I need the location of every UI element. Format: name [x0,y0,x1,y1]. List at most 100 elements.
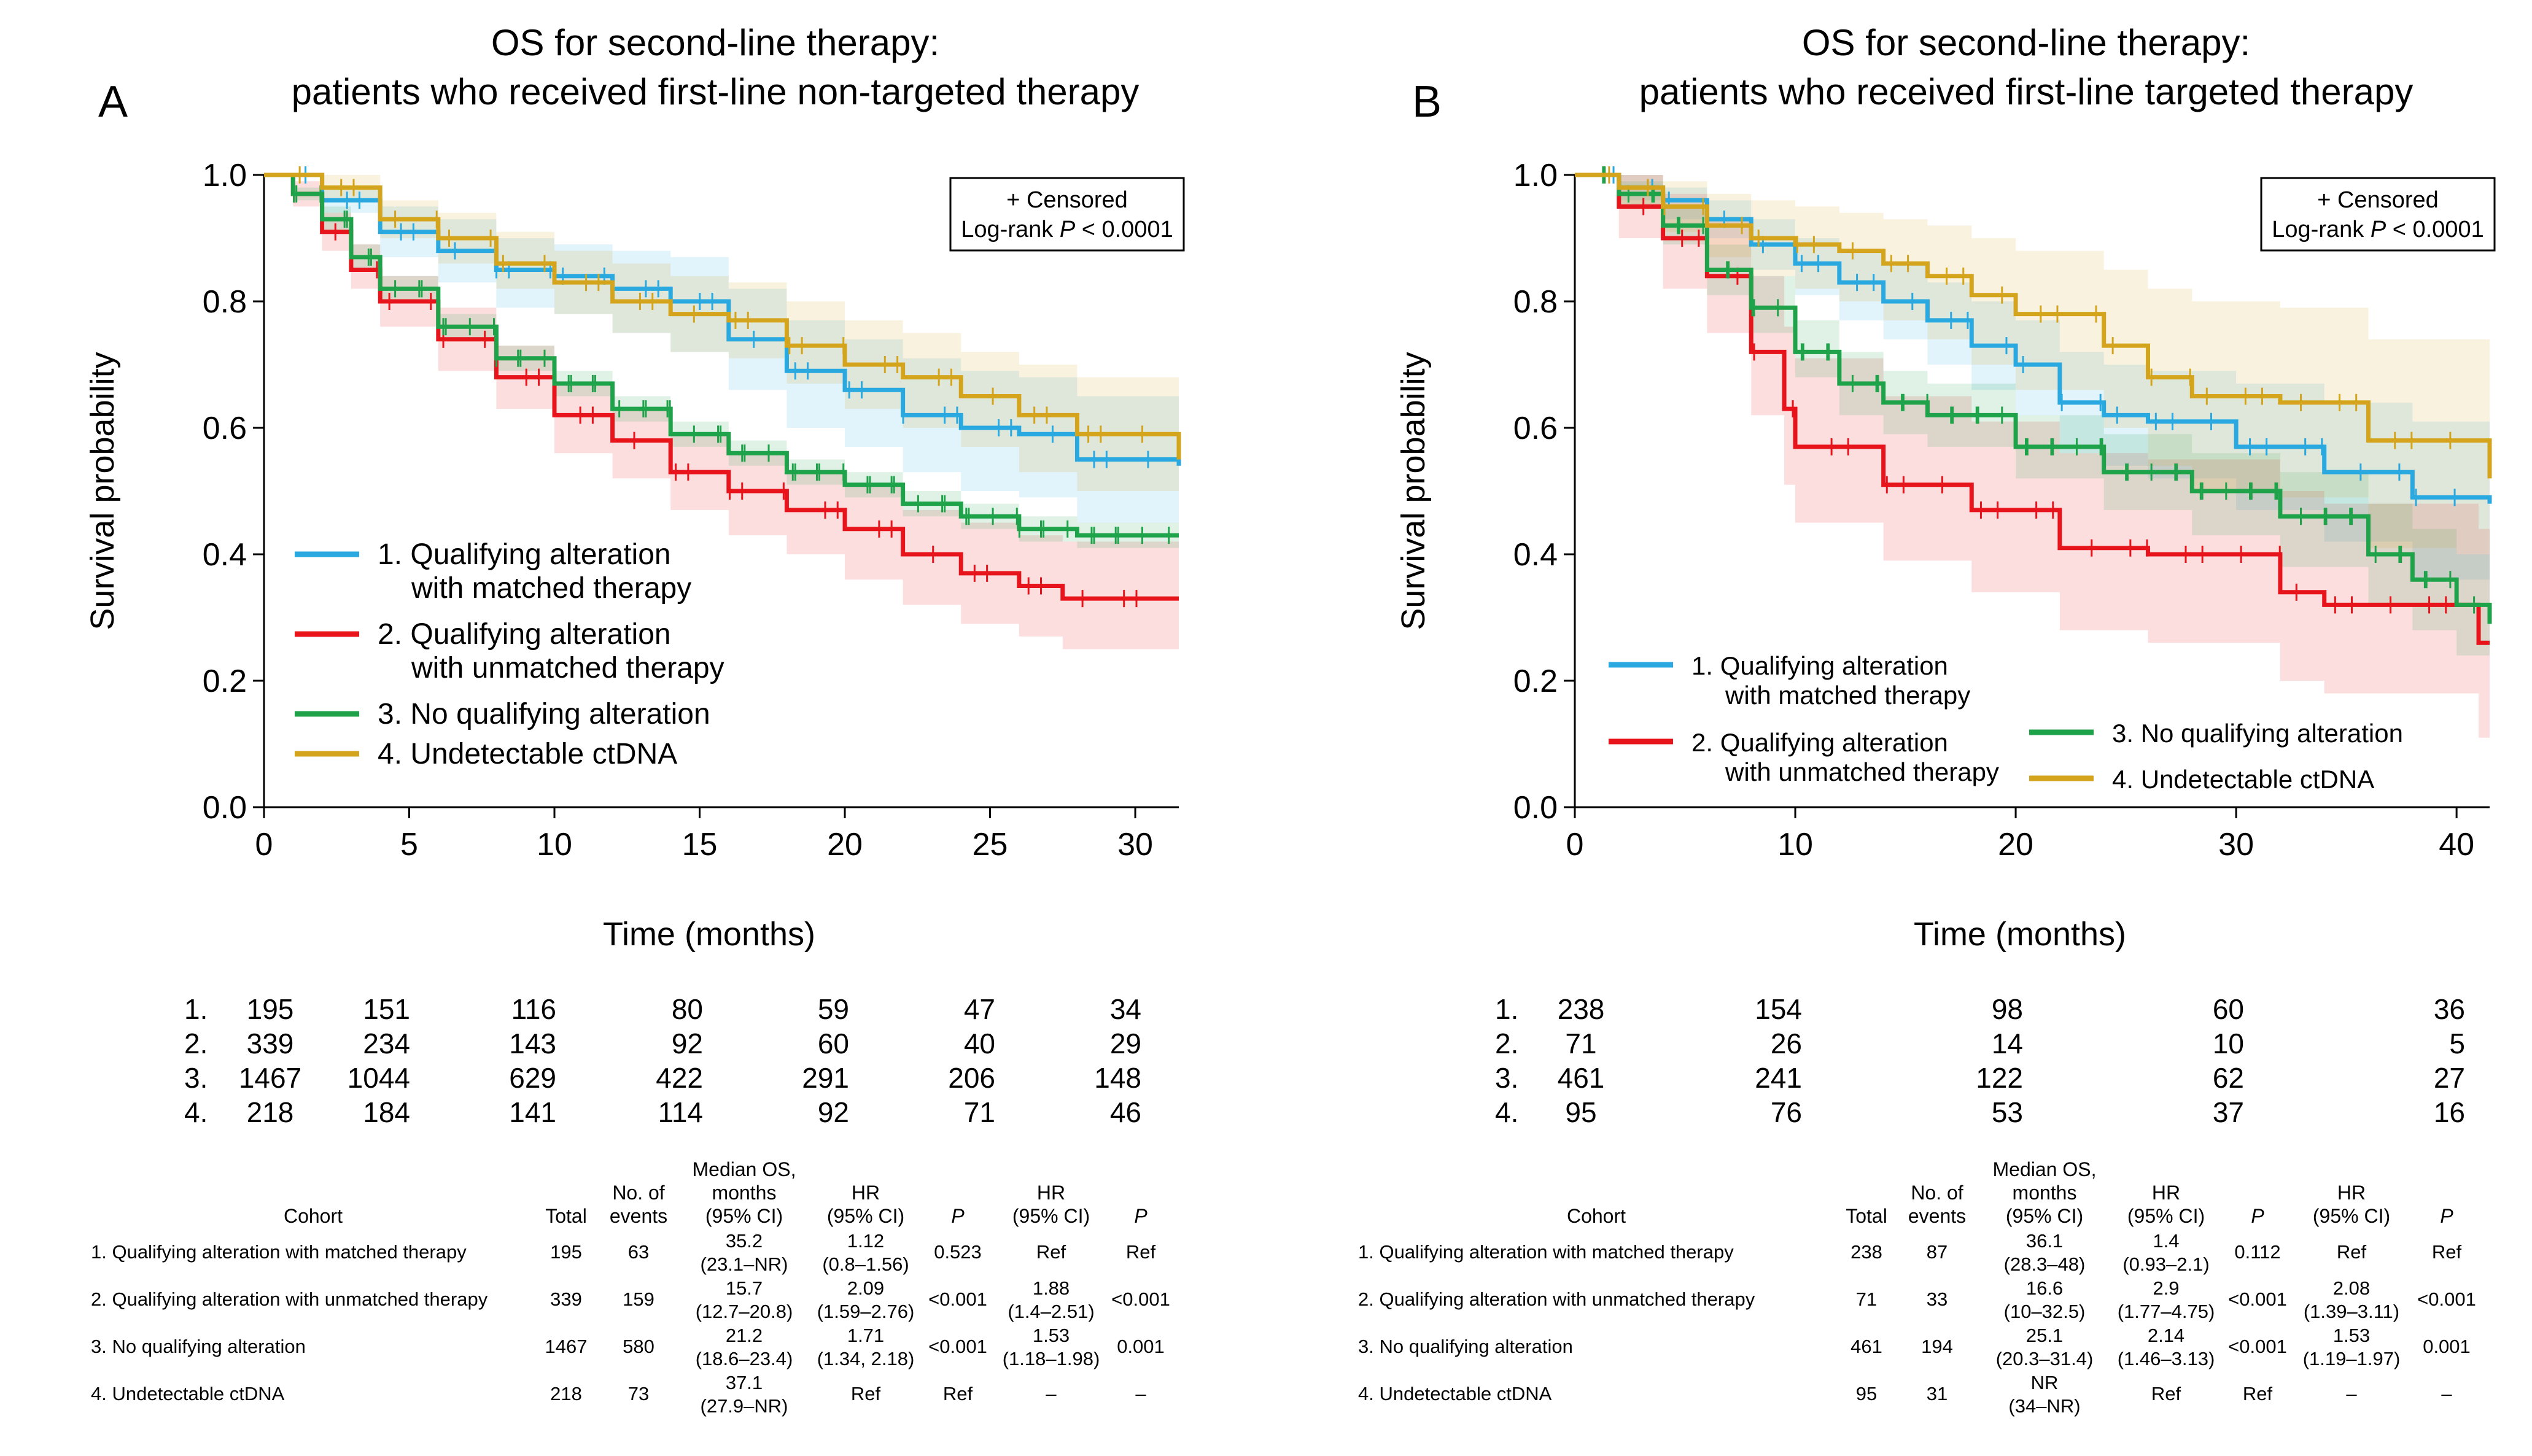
summary-hr1-ci: (1.77–4.75) [2118,1301,2215,1322]
summary-header-hr2: (95% CI) [2313,1205,2390,1227]
summary-hr1-value: 1.12 [847,1230,884,1252]
summary-cohort: 4. Undetectable ctDNA [91,1383,285,1404]
summary-median-value: 21.2 [726,1325,763,1346]
summary-cohort: 3. No qualifying alteration [1358,1336,1573,1357]
summary-header-total: Total [1846,1205,1887,1227]
risk-count: 206 [948,1062,995,1094]
logrank-box [2260,177,2496,252]
risk-count: 1044 [348,1062,410,1094]
risk-count: 26 [1771,1028,1802,1059]
summary-p2: – [2441,1383,2452,1404]
summary-p1: 0.112 [2234,1241,2280,1263]
y-tick-label: 0.4 [203,537,247,573]
summary-p1: <0.001 [928,1288,987,1310]
x-tick-label: 40 [2439,827,2474,862]
risk-count: 16 [2434,1096,2465,1128]
summary-header-total: Total [545,1205,587,1227]
summary-hr2-ci: (1.18–1.98) [1003,1348,1100,1369]
ci-band-series-4 [264,175,1179,517]
summary-total: 339 [550,1288,582,1310]
x-tick-label: 10 [1777,827,1813,862]
x-tick-label: 25 [973,827,1008,862]
summary-median-value: NR [2031,1372,2059,1393]
summary-median-value: 36.1 [2026,1230,2063,1252]
km-curve-series-4 [264,172,1181,460]
ci-band-series-4 [1575,175,2490,599]
km-curve-series-2 [1575,172,2490,645]
summary-hr1-ci: (1.59–2.76) [817,1301,915,1322]
risk-count: 34 [1110,993,1141,1025]
summary-cohort: 3. No qualifying alteration [91,1336,306,1357]
summary-p1: Ref [2243,1383,2273,1404]
y-tick-label: 0.8 [203,284,247,320]
risk-count: 36 [2434,993,2465,1025]
risk-count: 95 [1565,1096,1596,1128]
summary-hr1-ci: (1.34, 2.18) [817,1348,915,1369]
summary-hr2-ci: (1.39–3.11) [2304,1301,2399,1322]
summary-header-median: (95% CI) [705,1205,783,1227]
logrank-p: P [2371,217,2386,242]
summary-median-ci: (23.1–NR) [701,1253,788,1275]
risk-count: 53 [1992,1096,2023,1128]
summary-p2: 0.001 [2423,1336,2471,1357]
risk-count: 141 [509,1096,556,1128]
x-tick-label: 30 [2218,827,2254,862]
risk-count: 71 [964,1096,995,1128]
legend-label-series-3: 3. No qualifying alteration [378,698,710,730]
summary-events: 159 [623,1288,654,1310]
summary-header-hr1: (95% CI) [827,1205,904,1227]
panel-label: B [1412,77,1442,126]
summary-hr2-value: 1.53 [2333,1325,2370,1346]
risk-count: 291 [802,1062,849,1094]
risk-count: 14 [1992,1028,2023,1059]
risk-count: 218 [247,1096,294,1128]
summary-hr1-ci: (1.46–3.13) [2118,1348,2215,1369]
summary-events: 63 [628,1241,649,1263]
logrank-prefix: Log-rank [2272,217,2371,242]
risk-count: 114 [658,1096,703,1128]
censored-legend-text: + Censored [2317,187,2439,213]
summary-median-ci: (12.7–20.8) [696,1301,793,1322]
risk-count: 154 [1755,993,1802,1025]
panel-label: A [98,77,128,126]
legend-label-series-1: with matched therapy [411,572,691,605]
summary-median-ci: (18.6–23.4) [696,1348,793,1369]
risk-count: 461 [1558,1062,1605,1094]
summary-cohort: 4. Undetectable ctDNA [1358,1383,1552,1404]
risk-count: 151 [363,993,410,1025]
risk-count: 1467 [239,1062,301,1094]
summary-median-value: 37.1 [726,1372,763,1393]
summary-hr2-value: – [1046,1383,1057,1404]
risk-row-label: 1. [184,993,208,1025]
summary-events: 194 [1921,1336,1953,1357]
summary-hr2-value: Ref [2337,1241,2367,1263]
chart-title-line-2: patients who received first-line non-tar… [292,71,1140,112]
y-tick-label: 0.0 [1513,790,1558,826]
summary-header-events: No. of [1911,1182,1963,1204]
y-tick-label: 0.8 [1513,284,1558,320]
risk-count: 60 [2213,993,2244,1025]
summary-total: 461 [1850,1336,1882,1357]
legend-label-series-2: with unmatched therapy [1725,757,1999,786]
summary-hr1-ci: (0.93–2.1) [2122,1253,2209,1275]
risk-row-label: 4. [184,1096,208,1128]
x-tick-label: 20 [827,827,863,862]
risk-count: 10 [2213,1028,2244,1059]
summary-cohort: 1. Qualifying alteration with matched th… [91,1241,467,1263]
summary-hr2-value: 1.53 [1033,1325,1070,1346]
risk-count: 241 [1755,1062,1802,1094]
summary-median-value: 16.6 [2026,1277,2063,1299]
summary-hr1-value: 1.71 [847,1325,884,1346]
logrank-prefix: Log-rank [961,217,1060,242]
risk-row-label: 2. [1495,1028,1518,1059]
summary-hr2-value: Ref [1036,1241,1066,1263]
ci-band-series-1 [264,175,1179,536]
summary-p2: 0.001 [1117,1336,1165,1357]
summary-events: 33 [1927,1288,1948,1310]
risk-count: 46 [1110,1096,1141,1128]
summary-hr1-value: Ref [851,1383,881,1404]
y-axis-label: Survival probability [1395,352,1432,630]
legend-label-series-3: 3. No qualifying alteration [2112,719,2403,748]
chart-title-line-1: OS for second-line therapy: [491,22,939,63]
summary-header-p1: P [2251,1205,2264,1227]
